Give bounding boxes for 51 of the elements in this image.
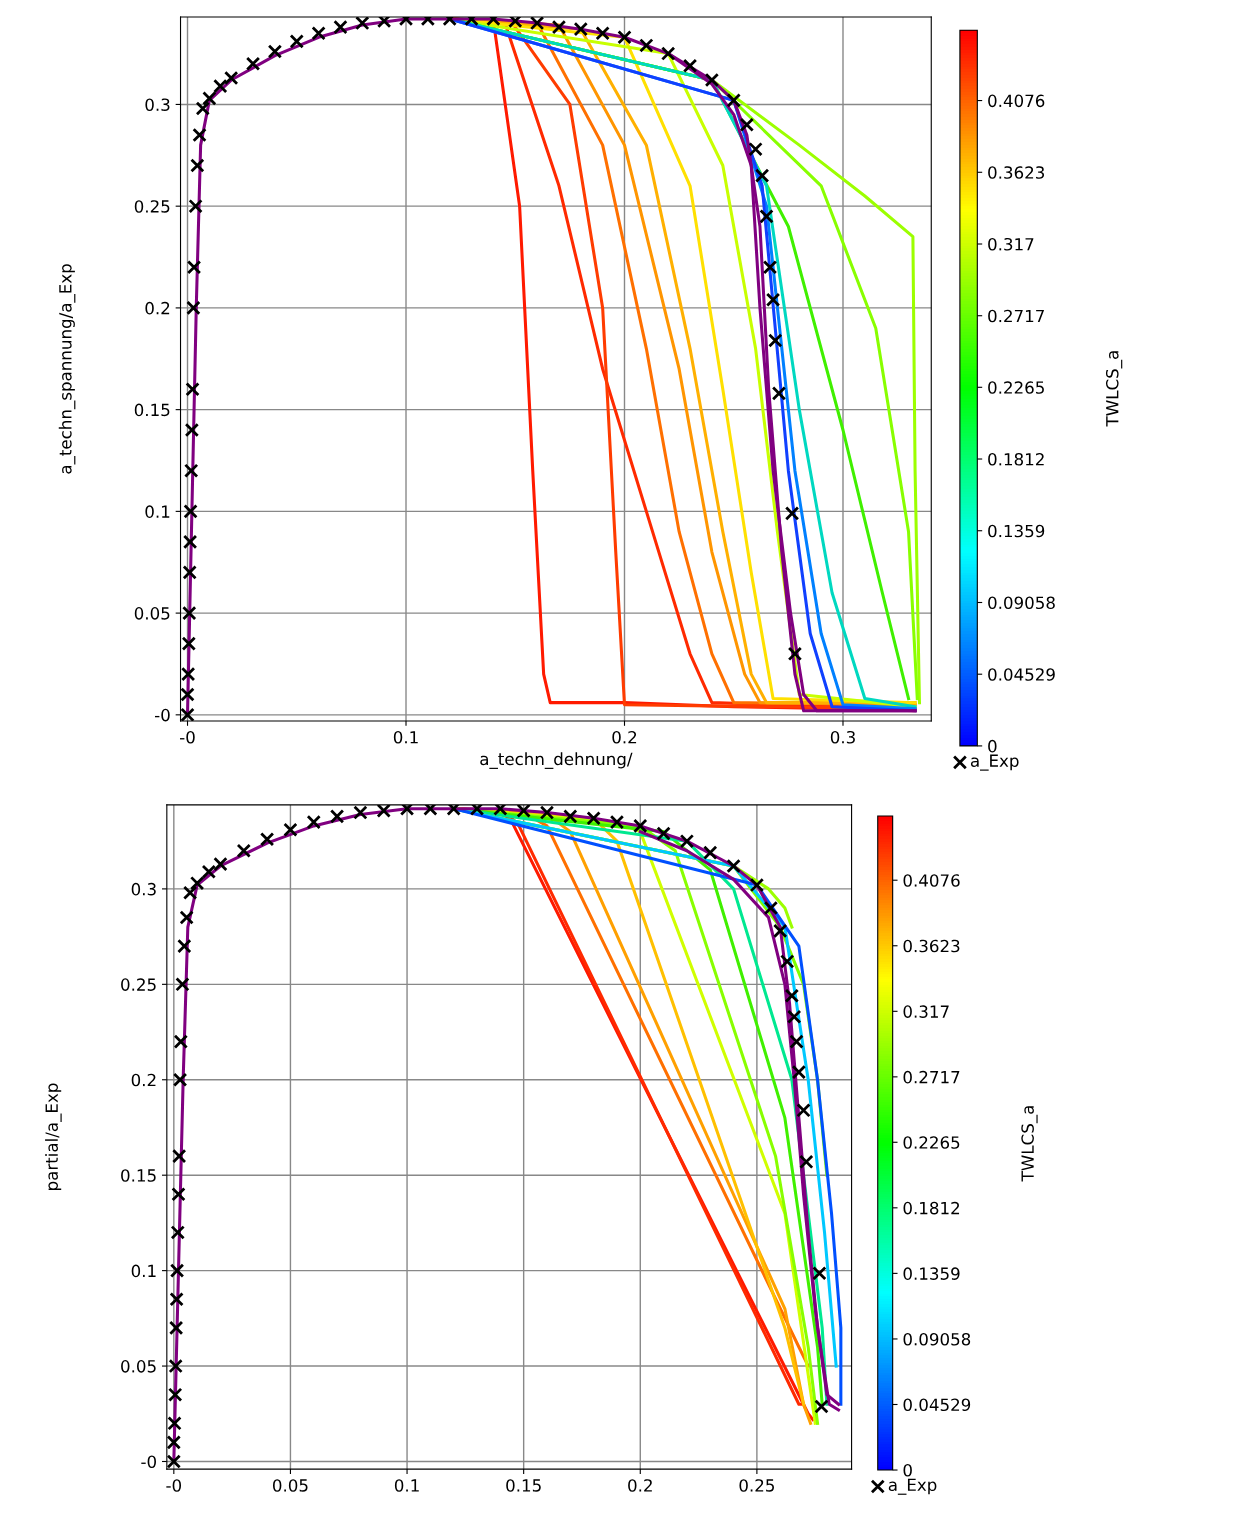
legend-label: a_Exp — [888, 1478, 937, 1495]
y-tick-label: 0.05 — [134, 607, 170, 620]
color-bar-label: 0 — [988, 739, 997, 753]
y-tick-label: 0.1 — [131, 1264, 156, 1278]
x-tick-label: 0.25 — [739, 1479, 774, 1492]
y-axis-title: a_techn_spannung/a_Exp — [58, 264, 76, 474]
color-bar-label: 0.09058 — [988, 596, 1055, 610]
color-bar-title: TWLCS_a — [1021, 1106, 1038, 1182]
x-tick-label: 0.2 — [628, 1479, 652, 1492]
x-tick-label: 0.2 — [612, 730, 637, 744]
color-bar-label: 0.1359 — [988, 524, 1045, 538]
color-bar-label: 0 — [903, 1463, 912, 1477]
color-bar-label: 0.1812 — [903, 1201, 960, 1215]
y-tick-label: 0.25 — [134, 200, 170, 213]
color-bar-label: 0.2717 — [988, 309, 1044, 323]
color-bar-label: 0.09058 — [903, 1332, 971, 1346]
color-bar-label: 0.1359 — [903, 1267, 960, 1280]
y-tick-label: 0.2 — [131, 1073, 156, 1087]
y-tick-label: 0.3 — [145, 98, 170, 112]
legend-label: a_Exp — [970, 754, 1019, 771]
color-bar-label: 0.2717 — [903, 1070, 960, 1084]
x-tick-label: 0.3 — [830, 730, 855, 744]
y-tick-label: 0.3 — [131, 882, 156, 896]
y-tick-label: -0 — [141, 1455, 156, 1469]
color-bar-label: 0.04529 — [988, 668, 1055, 681]
x-tick-label: -0 — [180, 730, 195, 744]
color-bar-label: 0.2265 — [903, 1136, 960, 1149]
color-bar-label: 0.04529 — [903, 1398, 971, 1412]
x-axis-title: a_techn_dehnung/ — [480, 752, 633, 769]
y-tick-label: 0.15 — [121, 1169, 156, 1182]
y-tick-label: 0.2 — [145, 301, 170, 315]
x-tick-label: -0 — [166, 1479, 182, 1492]
color-bar-label: 0.317 — [903, 1005, 949, 1018]
x-tick-label: 0.1 — [393, 730, 418, 744]
x-tick-label: 0.15 — [506, 1479, 541, 1492]
color-bar-label: 0.3623 — [988, 166, 1045, 179]
color-bar-label: 0.317 — [988, 237, 1034, 251]
color-bar-title: TWLCS_a — [1105, 351, 1123, 427]
x-tick-label: 0.05 — [272, 1479, 308, 1492]
y-tick-label: 0.1 — [145, 505, 170, 518]
color-bar-label: 0.1812 — [988, 452, 1044, 466]
y-axis-title: partial/a_Exp — [45, 1083, 62, 1190]
color-bar-label: 0.2265 — [988, 381, 1044, 394]
y-tick-label: 0.25 — [121, 978, 156, 991]
y-tick-label: 0.05 — [121, 1360, 156, 1373]
color-bar-label: 0.4076 — [903, 874, 960, 887]
x-tick-label: 0.1 — [394, 1479, 419, 1492]
y-tick-label: 0.15 — [134, 403, 170, 417]
color-bar-label: 0.3623 — [903, 939, 960, 953]
color-bar-label: 0.4076 — [988, 94, 1045, 108]
y-tick-label: -0 — [155, 708, 170, 722]
